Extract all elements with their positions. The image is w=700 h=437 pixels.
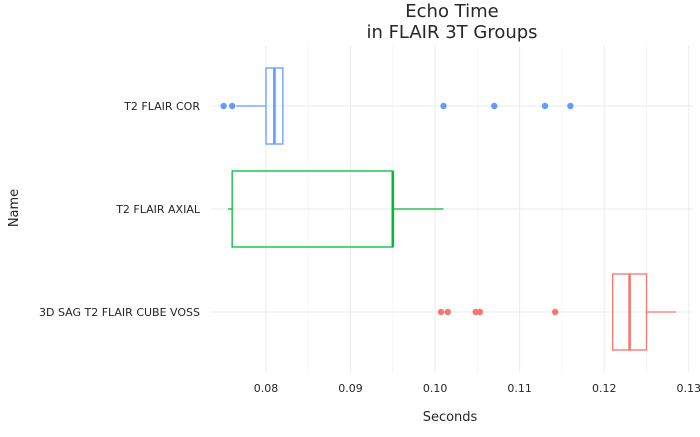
outlier-point	[551, 308, 559, 316]
box-group	[227, 170, 444, 248]
chart-title-line-2: in FLAIR 3T Groups	[366, 22, 537, 43]
y-tick-label: 3D SAG T2 FLAIR CUBE VOSS	[39, 306, 200, 319]
box-group	[437, 273, 677, 351]
outlier-point	[541, 102, 549, 110]
x-axis-title: Seconds	[423, 410, 478, 425]
y-axis-title: Name	[7, 189, 22, 227]
outlier-point	[437, 308, 445, 316]
x-tick-label: 0.13	[677, 382, 700, 395]
outlier-point	[220, 102, 227, 110]
outlier-point	[440, 102, 447, 110]
outlier-point	[228, 102, 236, 110]
box-group	[220, 67, 574, 145]
outlier-point	[567, 102, 574, 110]
chart-title-line-1: Echo Time	[405, 1, 498, 22]
outlier-point	[491, 102, 498, 110]
x-tick-label: 0.08	[254, 382, 279, 395]
y-tick-label: T2 FLAIR COR	[123, 100, 200, 113]
x-tick-label: 0.12	[592, 382, 617, 395]
y-tick-label: T2 FLAIR AXIAL	[115, 203, 201, 216]
plot-marks	[220, 67, 677, 351]
x-tick-label: 0.09	[338, 382, 363, 395]
x-tick-label: 0.11	[507, 382, 532, 395]
axes: Echo Time in FLAIR 3T Groups Seconds Nam…	[7, 1, 700, 425]
outlier-point	[444, 308, 451, 316]
outlier-point	[476, 308, 484, 316]
x-tick-label: 0.10	[423, 382, 448, 395]
